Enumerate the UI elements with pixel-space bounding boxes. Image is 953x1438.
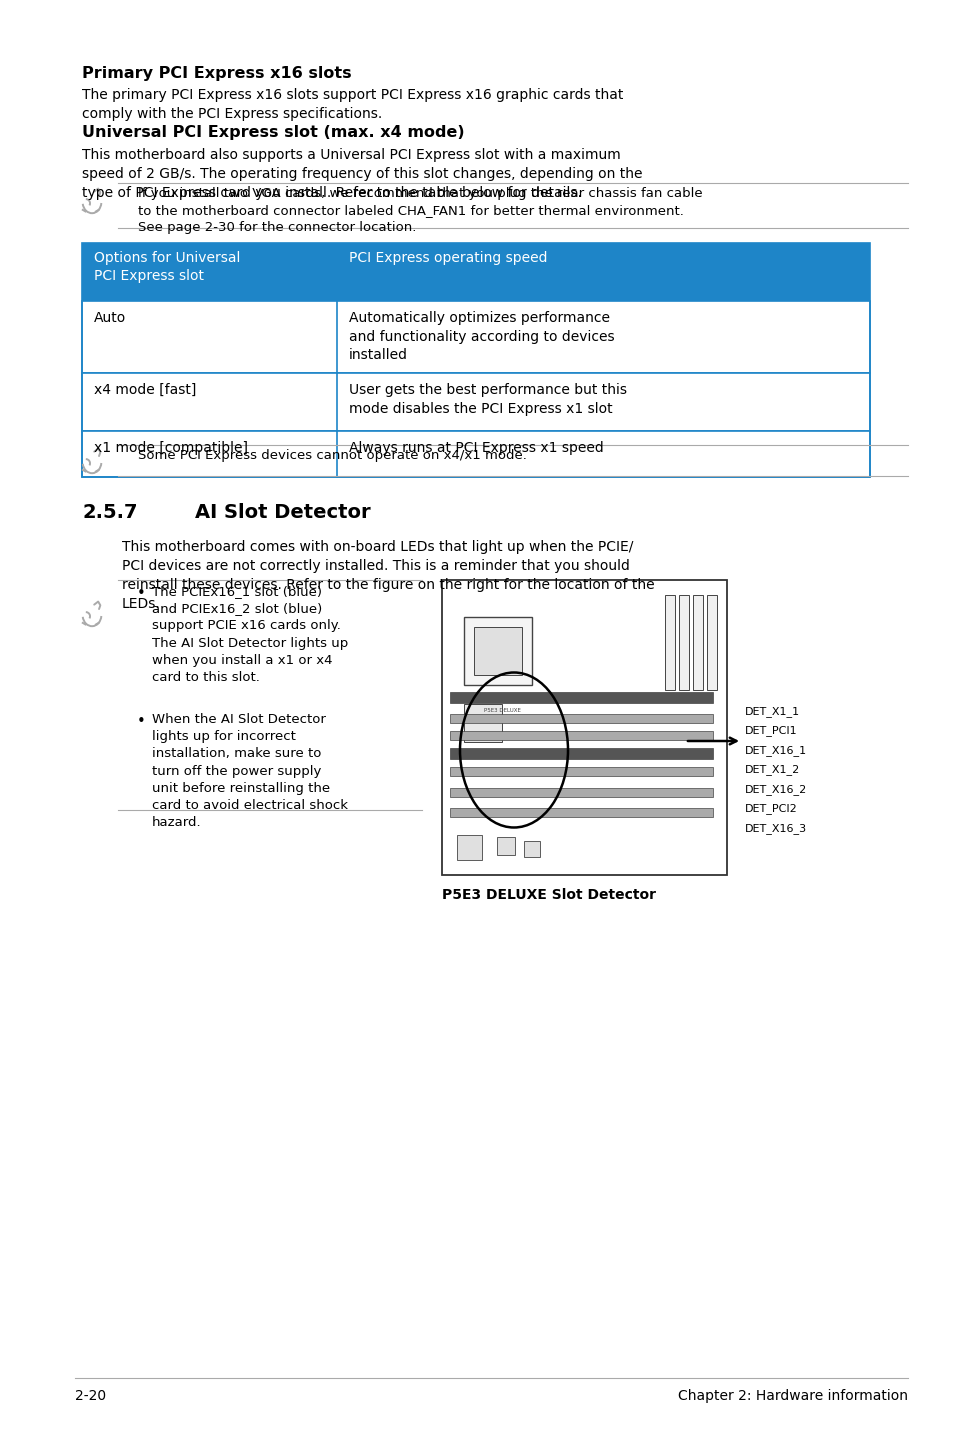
- Text: AI Slot Detector: AI Slot Detector: [194, 503, 370, 522]
- Text: This motherboard also supports a Universal PCI Express slot with a maximum
speed: This motherboard also supports a Univers…: [82, 148, 641, 200]
- Bar: [82, 243, 869, 301]
- Text: Some PCI Express devices cannot operate on x4/x1 mode.: Some PCI Express devices cannot operate …: [138, 449, 526, 462]
- Bar: [450, 692, 712, 703]
- Text: Options for Universal
PCI Express slot: Options for Universal PCI Express slot: [94, 252, 240, 283]
- Text: The primary PCI Express x16 slots support PCI Express x16 graphic cards that
com: The primary PCI Express x16 slots suppor…: [82, 88, 622, 121]
- Bar: [450, 766, 712, 777]
- Bar: [450, 731, 712, 741]
- Bar: [450, 808, 712, 817]
- Bar: [82, 243, 869, 477]
- Bar: [450, 748, 712, 759]
- Text: If you install two VGA cards, we recommend that you plug the rear chassis fan ca: If you install two VGA cards, we recomme…: [138, 187, 702, 234]
- Text: This motherboard comes with on-board LEDs that light up when the PCIE/
PCI devic: This motherboard comes with on-board LED…: [122, 541, 654, 611]
- Bar: [82, 431, 869, 477]
- Text: •: •: [137, 715, 146, 729]
- Text: P5E3 DELUXE Slot Detector: P5E3 DELUXE Slot Detector: [441, 889, 656, 902]
- Bar: [679, 595, 688, 690]
- Text: User gets the best performance but this
mode disables the PCI Express x1 slot: User gets the best performance but this …: [349, 383, 626, 416]
- Text: The PCIEx16_1 slot (blue)
and PCIEx16_2 slot (blue)
support PCIE x16 cards only.: The PCIEx16_1 slot (blue) and PCIEx16_2 …: [152, 585, 348, 684]
- Bar: [474, 627, 521, 674]
- Text: DET_X16_1: DET_X16_1: [744, 745, 806, 756]
- Text: DET_X1_1: DET_X1_1: [744, 706, 800, 718]
- Bar: [497, 837, 515, 856]
- Text: DET_X16_3: DET_X16_3: [744, 823, 806, 834]
- Bar: [664, 595, 675, 690]
- Text: DET_PCI2: DET_PCI2: [744, 804, 797, 814]
- Bar: [450, 715, 712, 723]
- Bar: [463, 705, 501, 742]
- Text: DET_X16_2: DET_X16_2: [744, 784, 806, 795]
- Bar: [441, 580, 726, 874]
- Text: Automatically optimizes performance
and functionality according to devices
insta: Automatically optimizes performance and …: [349, 311, 614, 362]
- Text: x1 mode [compatible]: x1 mode [compatible]: [94, 441, 248, 454]
- Text: Chapter 2: Hardware information: Chapter 2: Hardware information: [678, 1389, 907, 1403]
- Text: 2-20: 2-20: [75, 1389, 106, 1403]
- Text: x4 mode [fast]: x4 mode [fast]: [94, 383, 196, 397]
- Bar: [463, 617, 532, 684]
- Bar: [706, 595, 717, 690]
- Text: Universal PCI Express slot (max. x4 mode): Universal PCI Express slot (max. x4 mode…: [82, 125, 464, 139]
- Bar: [456, 835, 481, 860]
- Bar: [82, 372, 869, 431]
- Bar: [450, 788, 712, 797]
- Text: DET_PCI1: DET_PCI1: [744, 726, 797, 736]
- Text: Primary PCI Express x16 slots: Primary PCI Express x16 slots: [82, 66, 352, 81]
- Text: PCI Express operating speed: PCI Express operating speed: [349, 252, 547, 265]
- Text: P5E3 DELUXE: P5E3 DELUXE: [483, 707, 520, 713]
- Text: 2.5.7: 2.5.7: [82, 503, 137, 522]
- Text: Auto: Auto: [94, 311, 126, 325]
- Text: •: •: [137, 587, 146, 601]
- Bar: [523, 841, 539, 857]
- Text: DET_X1_2: DET_X1_2: [744, 765, 800, 775]
- Bar: [692, 595, 702, 690]
- Bar: [82, 301, 869, 372]
- Text: When the AI Slot Detector
lights up for incorrect
installation, make sure to
tur: When the AI Slot Detector lights up for …: [152, 713, 348, 830]
- Text: Always runs at PCI Express x1 speed: Always runs at PCI Express x1 speed: [349, 441, 603, 454]
